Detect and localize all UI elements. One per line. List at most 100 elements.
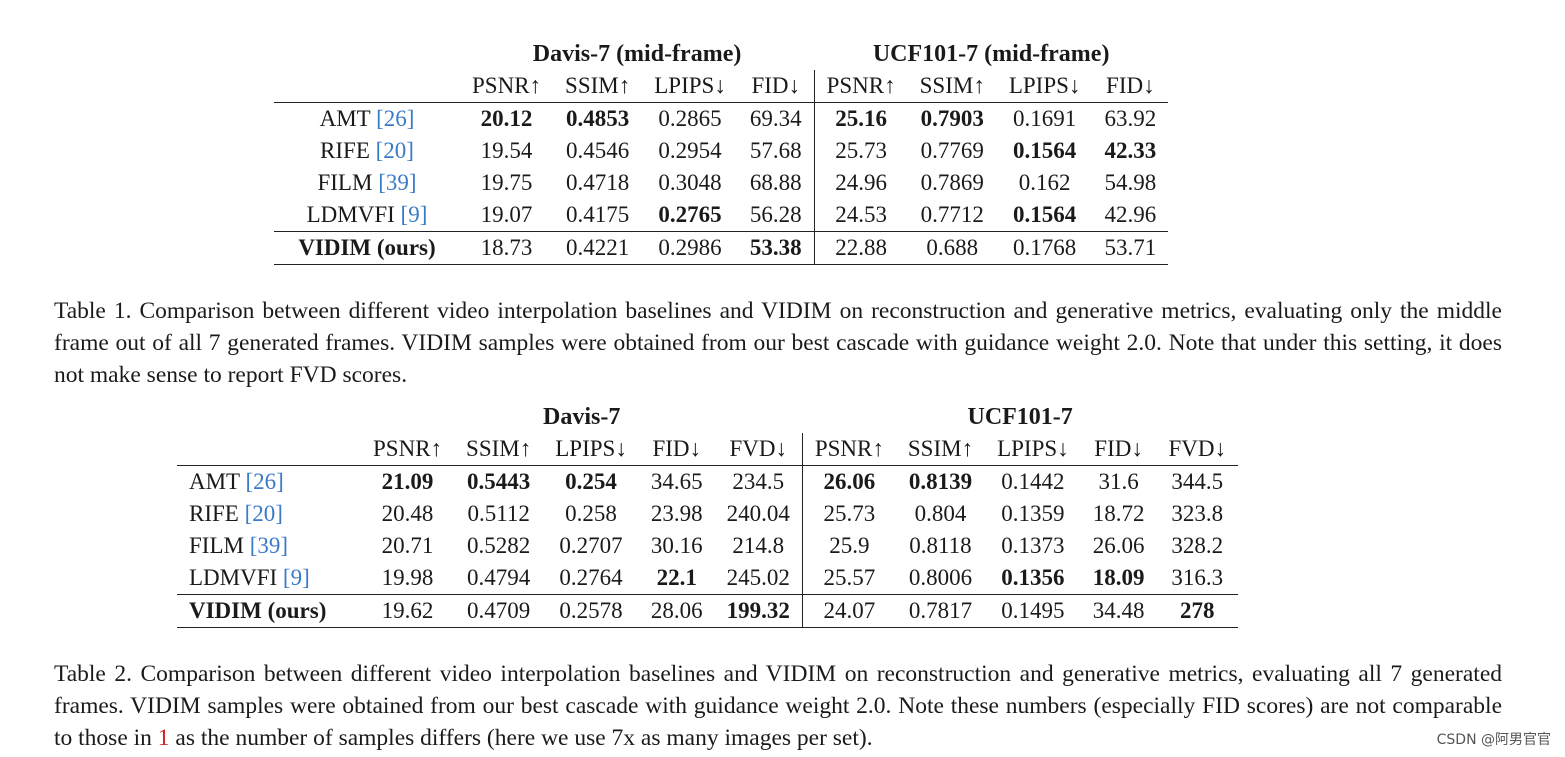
metric-value-cell: 25.9 (801, 530, 896, 562)
metric-value-cell: 316.3 (1171, 565, 1224, 590)
model-name-cell: RIFE [20] (274, 135, 460, 167)
model-name-cell: RIFE [20] (177, 498, 361, 530)
metric-value-cell: 245.02 (726, 565, 790, 590)
metric-value-cell: 0.4718 (566, 170, 630, 195)
table-1: Davis-7 (mid-frame) UCF101-7 (mid-frame)… (274, 38, 1169, 265)
metric-header: SSIM↑ (907, 70, 997, 103)
metric-value-cell: 0.3048 (658, 170, 722, 195)
metric-value-cell: 26.06 (1092, 533, 1145, 558)
metric-header: PSNR↑ (361, 433, 455, 466)
model-name-cell: FILM [39] (177, 530, 361, 562)
citation-link[interactable]: [9] (400, 202, 428, 227)
metric-value-cell: 19.54 (480, 138, 533, 163)
model-name: VIDIM (ours) (189, 598, 327, 623)
metric-value-cell: 278 (1156, 594, 1238, 628)
metric-header: PSNR↑ (460, 70, 554, 103)
model-name-cell: VIDIM (ours) (177, 594, 361, 628)
metric-value-cell: 0.7712 (920, 202, 984, 227)
metric-value-cell: 20.48 (381, 501, 434, 526)
metric-value-cell: 0.4221 (553, 231, 643, 265)
metric-value-cell: 0.4709 (454, 594, 544, 628)
metric-value-cell: 21.09 (361, 465, 455, 498)
metric-value-cell: 0.5443 (454, 465, 544, 498)
model-name: AMT (319, 106, 371, 131)
metric-value-cell: 63.92 (1092, 102, 1169, 135)
table-1-group-ucf: UCF101-7 (mid-frame) (872, 41, 1110, 67)
model-name: FILM (317, 170, 373, 195)
metric-value-cell: 34.48 (1080, 594, 1157, 628)
metric-header: FID↓ (737, 70, 815, 103)
metric-value-cell: 24.53 (813, 199, 908, 232)
metric-value-cell: 0.8139 (895, 465, 986, 498)
metric-value-cell: 24.07 (801, 594, 896, 628)
model-name-cell: LDMVFI [9] (274, 199, 460, 232)
metric-value-cell: 0.2578 (543, 594, 639, 628)
model-name: LDMVFI (306, 202, 395, 227)
metric-value-cell: 22.1 (656, 565, 697, 590)
table-1-group-header: Davis-7 (mid-frame) UCF101-7 (mid-frame) (274, 38, 1168, 70)
metric-value-cell: 0.258 (565, 501, 617, 526)
citation-link[interactable]: [9] (282, 565, 310, 590)
table-1-reference-link[interactable]: 1 (157, 725, 170, 751)
citation-link[interactable]: [26] (376, 106, 415, 131)
metric-value-cell: 0.7869 (920, 170, 984, 195)
metric-value-cell: 0.5112 (467, 501, 530, 526)
model-name-cell: LDMVFI [9] (177, 562, 361, 595)
model-name-cell: VIDIM (ours) (274, 231, 460, 265)
metric-value-cell: 0.2954 (658, 138, 722, 163)
metric-value-cell: 57.68 (749, 138, 802, 163)
watermark: CSDN @阿男官官 (1436, 732, 1551, 748)
metric-header: FID↓ (1080, 433, 1157, 466)
metric-value-cell: 0.1691 (996, 102, 1093, 135)
metric-value-cell: 0.2865 (642, 102, 738, 135)
model-name: AMT (189, 469, 240, 494)
metric-header: SSIM↑ (454, 433, 544, 466)
model-name: FILM (189, 533, 244, 558)
metric-header: LPIPS↓ (543, 433, 639, 466)
table-2-metric-header: PSNR↑ SSIM↑ LPIPS↓ FID↓ FVD↓ PSNR↑ SSIM↑ LPIPS↓… (177, 433, 1238, 466)
metric-value-cell: 0.7903 (907, 102, 997, 135)
table-row: LDMVFI [9] 19.07 0.4175 0.2765 56.28 24.53 0.7… (274, 199, 1168, 232)
metric-value-cell: 19.98 (381, 565, 434, 590)
metric-value-cell: 30.16 (650, 533, 703, 558)
metric-header: LPIPS↓ (642, 70, 738, 103)
metric-value-cell: 0.2765 (658, 202, 722, 227)
model-name: VIDIM (ours) (298, 235, 436, 260)
metric-value-cell: 42.33 (1104, 138, 1157, 163)
table-row: LDMVFI [9] 19.98 0.4794 0.2764 22.1 245.02 25.… (177, 562, 1238, 595)
citation-link[interactable]: [26] (245, 469, 284, 494)
metric-value-cell: 0.2764 (559, 565, 623, 590)
metric-value-cell: 25.73 (813, 135, 908, 167)
table-row: FILM [39] 19.75 0.4718 0.3048 68.88 24.96 0.78… (274, 167, 1168, 199)
citation-link[interactable]: [39] (249, 533, 289, 558)
model-name: RIFE (189, 501, 239, 526)
table-row: VIDIM (ours) 18.73 0.4221 0.2986 53.38 22.88 0… (274, 231, 1169, 265)
metric-value-cell: 214.8 (732, 533, 785, 558)
metric-value-cell: 25.16 (813, 102, 908, 135)
metric-value-cell: 20.71 (381, 533, 434, 558)
metric-value-cell: 25.57 (801, 562, 896, 595)
table-row: FILM [39] 20.71 0.5282 0.2707 30.16 214.8 25.9… (177, 530, 1238, 562)
citation-link[interactable]: [39] (378, 170, 417, 195)
metric-value-cell: 54.98 (1104, 170, 1157, 195)
metric-header: SSIM↑ (895, 433, 986, 466)
table-row: RIFE [20] 19.54 0.4546 0.2954 57.68 25.73 0.77… (274, 135, 1168, 167)
metric-value-cell: 344.5 (1156, 465, 1238, 498)
metric-value-cell: 0.254 (543, 465, 639, 498)
metric-value-cell: 0.1495 (985, 594, 1081, 628)
metric-header: LPIPS↓ (996, 70, 1093, 103)
metric-value-cell: 34.65 (638, 465, 715, 498)
table-2-caption-text: Table 2. Comparison between different vi… (54, 661, 1502, 751)
table-row: AMT [26] 21.09 0.5443 0.254 34.65 234.5 26.06 0… (177, 465, 1238, 498)
table-2-caption-text-end: as the number of samples differs (here w… (169, 725, 873, 751)
table-2: Davis-7 UCF101-7 PSNR↑ SSIM↑ LPIPS↓ FID↓ FVD… (177, 401, 1238, 628)
metric-value-cell: 18.09 (1092, 565, 1145, 590)
citation-link[interactable]: [20] (244, 501, 283, 526)
metric-value-cell: 0.4546 (566, 138, 630, 163)
metric-value-cell: 18.73 (460, 231, 554, 265)
table-1-metric-header: PSNR↑ SSIM↑ LPIPS↓ FID↓ PSNR↑ SSIM↑ LPIPS↓ FID↓ (274, 70, 1169, 103)
table-1-caption: Table 1. Comparison between different vi… (54, 298, 1502, 388)
metric-header: FVD↓ (1156, 433, 1238, 466)
model-name-cell: AMT [26] (274, 102, 460, 135)
citation-link[interactable]: [20] (375, 138, 414, 163)
